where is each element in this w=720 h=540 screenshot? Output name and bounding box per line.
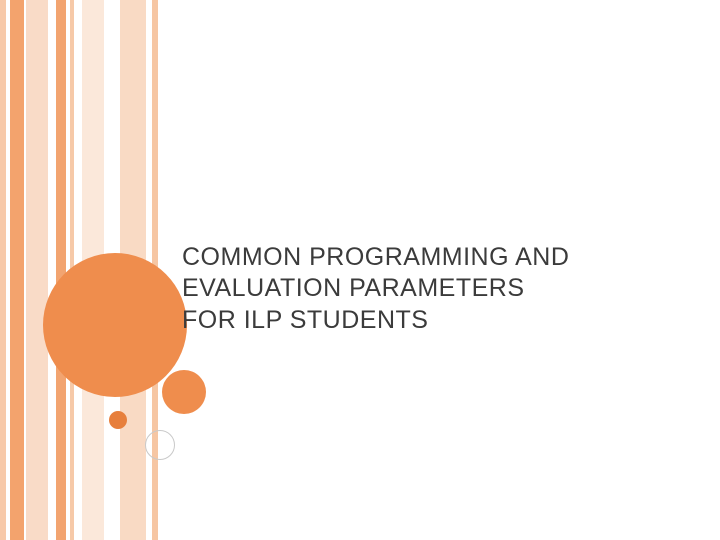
bg-stripe-3 <box>56 0 66 540</box>
bg-stripe-2 <box>26 0 48 540</box>
bg-stripe-1 <box>10 0 24 540</box>
decor-circle-3 <box>145 430 175 460</box>
bg-stripe-0 <box>0 0 6 540</box>
decor-circle-1 <box>162 370 206 414</box>
decor-circle-2 <box>109 411 127 429</box>
decor-circle-0 <box>43 253 187 397</box>
slide-title: COMMON PROGRAMMING AND EVALUATION PARAME… <box>182 242 569 336</box>
slide-canvas: COMMON PROGRAMMING AND EVALUATION PARAME… <box>0 0 720 540</box>
